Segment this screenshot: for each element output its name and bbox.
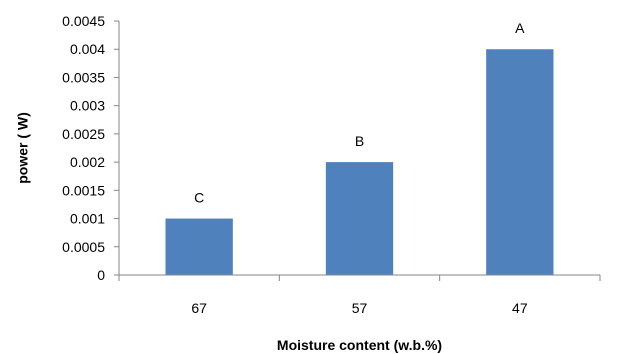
y-axis-ticks: 0 0.0005 0.001 0.0015 0.002 0.0025 0.003 0.0035… [62,13,119,283]
y-tick-label: 0.004 [70,41,105,57]
x-axis-title: Moisture content (w.b.%) [277,337,442,353]
bar-47 [486,49,554,275]
x-tick-label: 57 [352,300,368,316]
bar-data-label: A [515,20,525,36]
y-axis-title: power ( W) [15,112,31,184]
y-tick-label: 0.0015 [62,182,105,198]
x-tick-label: 47 [512,300,528,316]
bar-data-label: C [194,190,204,206]
y-tick-label: 0 [97,267,105,283]
data-labels: C B A [194,20,525,205]
bar-67 [165,218,233,275]
y-tick-label: 0.0005 [62,239,105,255]
bar-57 [325,162,394,275]
y-tick-label: 0.003 [70,98,105,114]
y-tick-label: 0.0035 [62,69,105,85]
x-axis-ticks: 67 57 47 [118,275,601,316]
y-tick-label: 0.002 [70,154,105,170]
bar-data-label: B [355,133,364,149]
y-tick-label: 0.0025 [62,126,105,142]
bars [165,49,554,275]
x-tick-label: 67 [191,300,207,316]
y-tick-label: 0.001 [70,211,105,227]
y-tick-label: 0.0045 [62,13,105,29]
